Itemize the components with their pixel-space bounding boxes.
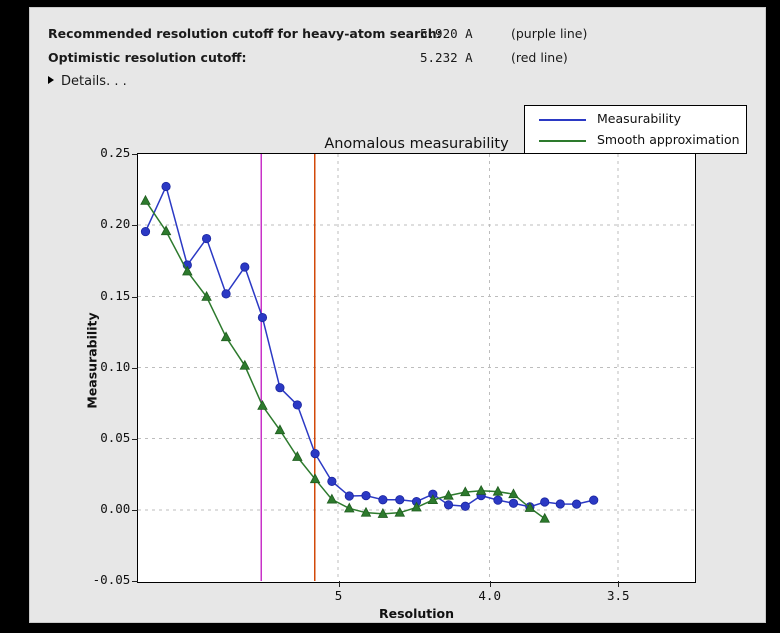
- data-point-circle: [201, 233, 212, 244]
- recommended-cutoff-label: Recommended resolution cutoff for heavy-…: [48, 26, 442, 41]
- x-axis-label: Resolution: [378, 606, 455, 621]
- plot-area: [137, 153, 696, 583]
- series-line: [144, 184, 594, 508]
- data-point-circle: [361, 490, 371, 501]
- data-point-triangle: [524, 501, 536, 512]
- data-point-triangle: [160, 225, 172, 236]
- data-point-circle: [344, 491, 354, 501]
- optimistic-cutoff-label: Optimistic resolution cutoff:: [48, 50, 247, 65]
- data-point-triangle: [239, 359, 251, 370]
- data-point-circle: [275, 383, 285, 393]
- legend-swatch-smooth-approximation: [539, 140, 586, 142]
- data-point-triangle: [427, 494, 439, 505]
- y-tick-label: 0.10: [100, 358, 131, 374]
- y-tick-mark: [132, 367, 139, 369]
- data-point-triangle: [539, 512, 550, 523]
- chart-title: Anomalous measurability: [324, 136, 509, 152]
- legend-item-measurability: Measurability: [525, 109, 746, 131]
- y-tick-label: 0.15: [100, 287, 131, 303]
- data-point-circle: [140, 226, 151, 237]
- recommended-cutoff-value: 5.920 A: [420, 26, 473, 41]
- data-point-circle: [310, 449, 320, 459]
- data-point-circle: [540, 497, 550, 507]
- y-tick-mark: [132, 438, 139, 440]
- data-point-circle: [327, 476, 337, 486]
- legend-item-smooth-approximation: Smooth approximation: [525, 130, 746, 152]
- series-line: [144, 200, 546, 520]
- data-point-triangle: [443, 489, 454, 500]
- data-point-triangle: [326, 493, 338, 504]
- data-point-triangle: [309, 473, 321, 484]
- details-disclosure[interactable]: Details. . .: [48, 74, 127, 89]
- y-tick-mark: [132, 510, 139, 512]
- data-point-circle: [508, 498, 519, 508]
- data-point-circle: [240, 262, 250, 272]
- x-tick-label: 3.5: [606, 588, 630, 604]
- anomalous-measurability-chart: Anomalous measurability Measurability Re…: [30, 8, 765, 622]
- data-point-circle: [378, 495, 388, 505]
- chevron-right-icon: [48, 76, 54, 84]
- data-point-circle: [589, 495, 599, 505]
- data-point-triangle: [201, 290, 212, 301]
- x-tick-mark: [338, 581, 340, 588]
- x-tick-label: 5: [334, 588, 343, 604]
- y-tick-label: 0.20: [100, 216, 131, 232]
- y-tick-label: -0.05: [92, 572, 131, 588]
- y-tick-label: 0.25: [100, 145, 131, 161]
- data-point-circle: [257, 312, 268, 323]
- data-point-triangle: [292, 451, 303, 461]
- details-label: Details. . .: [61, 74, 127, 89]
- data-point-circle: [292, 400, 302, 410]
- y-tick-label: 0.00: [100, 501, 131, 517]
- y-tick-mark: [132, 225, 139, 227]
- data-point-triangle: [257, 399, 268, 410]
- y-tick-mark: [132, 296, 139, 298]
- x-tick-label: 4.0: [478, 588, 501, 604]
- y-tick-mark: [132, 581, 139, 583]
- data-point-triangle: [492, 485, 504, 496]
- data-point-triangle: [460, 486, 471, 497]
- data-point-triangle: [274, 424, 286, 435]
- y-tick-mark: [132, 154, 139, 156]
- legend-label-measurability: Measurability: [597, 111, 682, 126]
- data-point-circle: [443, 500, 454, 510]
- chart-legend: Measurability Smooth approximation: [524, 105, 747, 154]
- legend-swatch-measurability: [539, 119, 586, 121]
- data-point-triangle: [377, 507, 389, 518]
- data-point-triangle: [508, 488, 519, 499]
- data-point-circle: [555, 499, 565, 509]
- data-point-circle: [571, 499, 582, 509]
- data-point-triangle: [344, 502, 355, 513]
- data-point-circle: [395, 495, 405, 505]
- y-tick-label: 0.05: [100, 429, 131, 445]
- optimistic-cutoff-value: 5.232 A: [420, 50, 473, 65]
- optimistic-cutoff-note: (red line): [511, 50, 568, 65]
- series-smooth-approximation: [140, 194, 550, 523]
- x-tick-mark: [489, 581, 491, 588]
- recommended-cutoff-note: (purple line): [511, 26, 588, 41]
- results-panel: Recommended resolution cutoff for heavy-…: [30, 8, 765, 622]
- data-point-circle: [493, 495, 503, 505]
- series-measurability: [140, 181, 599, 512]
- data-point-circle: [221, 289, 231, 299]
- data-point-triangle: [140, 194, 151, 205]
- data-point-circle: [460, 501, 470, 511]
- plot-svg: [138, 154, 694, 581]
- x-tick-mark: [618, 581, 620, 588]
- data-point-triangle: [182, 265, 193, 276]
- data-point-triangle: [360, 506, 372, 517]
- legend-label-smooth-approximation: Smooth approximation: [597, 132, 740, 147]
- data-point-triangle: [394, 506, 406, 517]
- data-point-circle: [161, 181, 171, 192]
- data-point-triangle: [411, 501, 422, 512]
- data-point-triangle: [475, 484, 487, 495]
- data-point-triangle: [220, 331, 232, 342]
